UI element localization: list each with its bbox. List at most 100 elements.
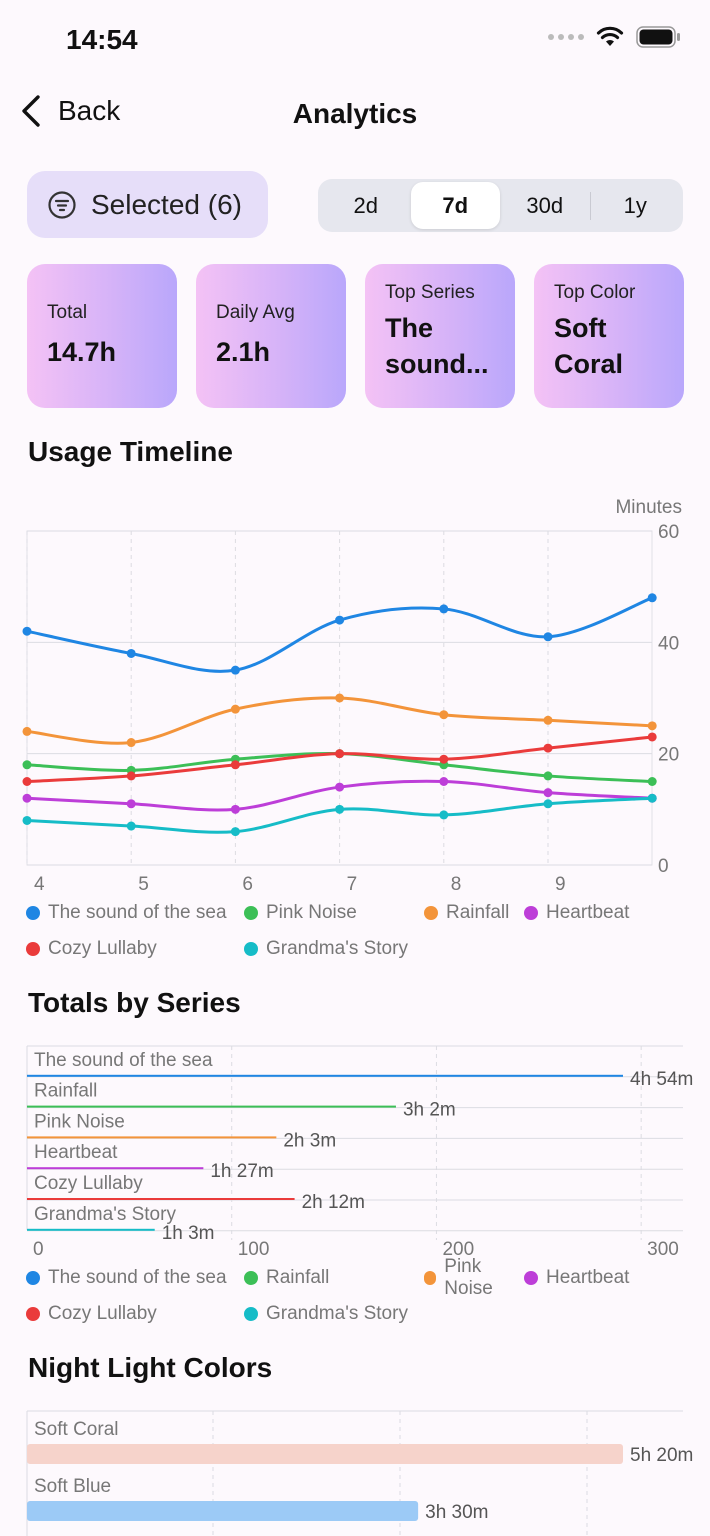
tab-1y[interactable]: 1y — [623, 192, 647, 218]
night-light-colors-title: Night Light Colors — [28, 1352, 273, 1383]
legend-swatch — [244, 906, 258, 920]
legend-item: The sound of the sea — [26, 902, 244, 924]
data-point — [543, 743, 553, 753]
x-tick-label: 100 — [238, 1239, 270, 1260]
stat-value: The sound... — [385, 313, 489, 379]
data-point — [22, 793, 32, 803]
data-point — [22, 777, 32, 786]
bar-value-label: 2h 12m — [302, 1192, 365, 1213]
bar — [27, 1105, 396, 1108]
usage-timeline-title: Usage Timeline — [28, 436, 233, 467]
legend-label: Pink Noise — [266, 902, 357, 923]
legend-label: The sound of the sea — [48, 902, 227, 923]
tab-30d[interactable]: 30d — [526, 192, 564, 218]
bar-category-label: Pink Noise — [34, 1111, 125, 1132]
stat-value: 14.7h — [47, 337, 117, 367]
y-tick-label: 20 — [658, 745, 679, 766]
bar-value-label: 1h 27m — [210, 1161, 273, 1182]
bar — [27, 1444, 623, 1464]
legend-label: Cozy Lullaby — [48, 938, 157, 959]
bar-value-label: 5h 20m — [630, 1445, 693, 1466]
legend-item: The sound of the sea — [26, 1267, 244, 1289]
stat-card-top-series: Top Series The sound... — [365, 264, 515, 408]
bar — [27, 1228, 155, 1231]
legend-swatch — [26, 906, 40, 920]
bar-value-label: 4h 54m — [630, 1069, 693, 1090]
back-button[interactable]: Back — [20, 94, 120, 128]
data-point — [22, 760, 32, 770]
night-light-colors-chart: Soft Coral 5h 20m Soft Blue 3h 30m — [26, 1410, 693, 1536]
bar — [27, 1501, 419, 1521]
selected-filter-button[interactable]: Selected (6) — [27, 171, 268, 238]
bar-value-label: 3h 30m — [425, 1502, 488, 1523]
legend-item: Cozy Lullaby — [26, 938, 244, 960]
legend-label: Rainfall — [266, 1267, 330, 1288]
data-point — [22, 726, 32, 736]
bar-category-label: Soft Coral — [34, 1419, 118, 1440]
bar-category-label: Heartbeat — [34, 1142, 118, 1163]
stat-label: Daily Avg — [216, 302, 295, 323]
bar — [27, 1074, 623, 1077]
legend-swatch — [524, 906, 538, 920]
legend-label: Pink Noise — [444, 1256, 493, 1299]
data-point — [335, 782, 345, 792]
data-point — [439, 777, 449, 786]
data-point — [647, 777, 657, 786]
data-point — [230, 827, 240, 837]
legend-swatch — [244, 1271, 258, 1285]
y-axis-label: Minutes — [615, 497, 682, 518]
data-point — [230, 665, 240, 675]
legend-item: Heartbeat — [524, 1267, 694, 1289]
legend-label: Rainfall — [446, 902, 510, 923]
legend-label: Grandma's Story — [266, 1303, 408, 1324]
data-point — [230, 704, 240, 714]
segment-divider — [589, 191, 591, 220]
data-point — [126, 771, 136, 781]
bar-category-label: Soft Blue — [34, 1476, 111, 1497]
stat-label: Top Series — [385, 282, 475, 303]
status-time: 14:54 — [66, 24, 138, 55]
usage-timeline-legend: The sound of the sea Pink Noise Rainfall He… — [26, 902, 696, 960]
wifi-icon — [596, 26, 624, 46]
data-point — [543, 715, 553, 725]
bar-value-label: 3h 2m — [403, 1100, 456, 1121]
data-point — [439, 754, 449, 764]
legend-label: Grandma's Story — [266, 938, 408, 959]
stat-card-total: Total 14.7h — [27, 264, 177, 408]
x-tick-label: 6 — [242, 874, 253, 895]
data-point — [543, 771, 553, 781]
data-point — [22, 815, 32, 825]
x-tick-label: 8 — [451, 874, 462, 895]
x-tick-label: 0 — [33, 1239, 44, 1260]
stat-label: Top Color — [554, 282, 636, 303]
legend-label: Heartbeat — [546, 1267, 630, 1288]
filter-icon — [48, 190, 76, 219]
legend-swatch — [244, 1307, 258, 1321]
bar-value-label: 1h 3m — [162, 1223, 215, 1244]
tab-7d[interactable]: 7d — [410, 182, 500, 229]
data-point — [335, 693, 345, 703]
legend-item: Cozy Lullaby — [26, 1303, 244, 1325]
y-tick-label: 0 — [658, 856, 669, 877]
bar-category-label: Grandma's Story — [34, 1204, 176, 1225]
legend-item: Pink Noise — [424, 1256, 524, 1299]
legend-label: Cozy Lullaby — [48, 1303, 157, 1324]
bar — [27, 1198, 295, 1200]
tab-2d[interactable]: 2d — [353, 192, 378, 218]
battery-icon — [636, 26, 680, 48]
data-point — [335, 615, 345, 625]
back-label: Back — [58, 95, 121, 126]
signal-icon — [548, 34, 584, 40]
data-point — [335, 749, 345, 759]
series-line — [25, 696, 654, 745]
data-point — [230, 760, 240, 770]
page-title: Analytics — [292, 98, 418, 129]
legend-item: Grandma's Story — [244, 1303, 424, 1325]
data-point — [230, 804, 240, 814]
x-tick-label: 4 — [34, 874, 45, 895]
legend-swatch — [244, 942, 258, 956]
data-point — [647, 793, 657, 803]
data-point — [647, 732, 657, 742]
data-point — [126, 821, 136, 831]
data-point — [126, 799, 136, 809]
